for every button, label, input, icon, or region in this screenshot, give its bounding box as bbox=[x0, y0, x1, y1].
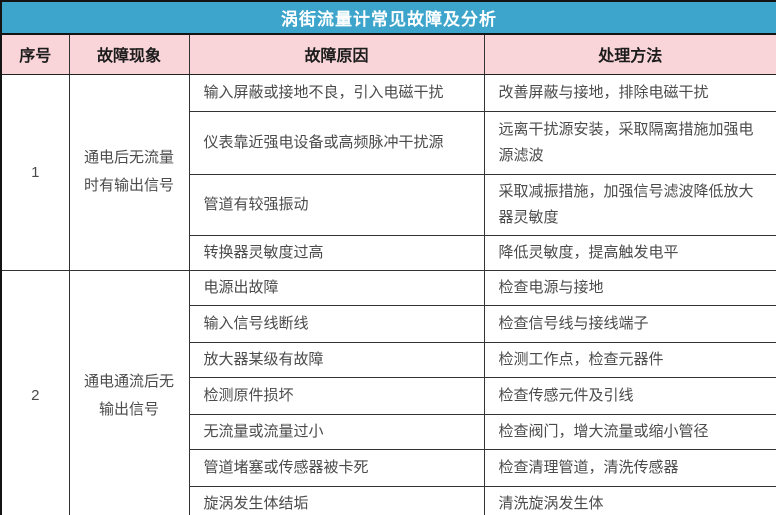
fault-phenomenon-cell: 通电通流后无输出信号 bbox=[68, 269, 190, 515]
header-row: 序号 故障现象 故障原因 处理方法 bbox=[0, 33, 776, 75]
fault-cause-cell: 仪表靠近强电设备或高频脉冲干扰源 bbox=[188, 110, 485, 175]
fault-method-cell: 检查电源与接地 bbox=[483, 269, 776, 306]
fault-method-cell: 检查清理管道，清洗传感器 bbox=[483, 448, 776, 487]
fault-method-cell: 远离干扰源安装，采取隔离措施加强电源滤波 bbox=[483, 110, 776, 175]
column-header-method: 处理方法 bbox=[483, 33, 776, 75]
table-row: 旋涡发生体结垢 清洗旋涡发生体 bbox=[1, 485, 776, 515]
fault-cause-cell: 电源出故障 bbox=[188, 269, 485, 306]
fault-method-cell: 检查阀门，增大流量或缩小管径 bbox=[483, 413, 776, 450]
table-row: 放大器某级有故障 检测工作点，检查元器件 bbox=[1, 341, 776, 378]
fault-method-cell: 检测工作点，检查元器件 bbox=[483, 341, 776, 378]
fault-method-cell: 清洗旋涡发生体 bbox=[483, 485, 776, 515]
fault-cause-cell: 检测原件损坏 bbox=[188, 376, 485, 415]
fault-cause-cell: 管道堵塞或传感器被卡死 bbox=[188, 448, 485, 487]
fault-method-cell: 检查传感元件及引线 bbox=[483, 376, 776, 415]
table-row: 管道有较强振动 采取减振措施，加强信号滤波降低放大器灵敏度 bbox=[1, 173, 776, 236]
fault-method-cell: 降低灵敏度，提高触发电平 bbox=[483, 234, 776, 271]
table-row: 无流量或流量过小 检查阀门，增大流量或缩小管径 bbox=[1, 413, 776, 450]
row-number-cell: 1 bbox=[0, 73, 70, 271]
fault-cause-cell: 转换器灵敏度过高 bbox=[188, 234, 485, 271]
fault-cause-cell: 旋涡发生体结垢 bbox=[188, 485, 485, 515]
table-row: 管道堵塞或传感器被卡死 检查清理管道，清洗传感器 bbox=[1, 448, 776, 487]
fault-cause-cell: 无流量或流量过小 bbox=[188, 413, 485, 450]
fault-method-cell: 采取减振措施，加强信号滤波降低放大器灵敏度 bbox=[483, 173, 776, 236]
column-header-index: 序号 bbox=[0, 33, 70, 75]
fault-cause-cell: 管道有较强振动 bbox=[188, 173, 485, 236]
table-row: 转换器灵敏度过高 降低灵敏度，提高触发电平 bbox=[1, 234, 776, 271]
fault-cause-cell: 输入屏蔽或接地不良，引入电磁干扰 bbox=[188, 73, 485, 112]
table-row: 1 通电后无流量时有输出信号 输入屏蔽或接地不良，引入电磁干扰 改善屏蔽与接地，… bbox=[0, 73, 776, 271]
fault-phenomenon-cell: 通电后无流量时有输出信号 bbox=[68, 73, 190, 271]
column-header-phenomenon: 故障现象 bbox=[68, 33, 190, 75]
fault-cause-cell: 输入信号线断线 bbox=[188, 304, 485, 343]
row-number-cell: 2 bbox=[0, 269, 70, 515]
table-row: 2 通电通流后无输出信号 电源出故障 检查电源与接地 bbox=[0, 269, 776, 515]
table-row: 检测原件损坏 检查传感元件及引线 bbox=[1, 376, 776, 415]
title-row: 涡街流量计常见故障及分析 bbox=[0, 0, 776, 35]
column-header-cause: 故障原因 bbox=[188, 33, 485, 75]
fault-cause-cell: 放大器某级有故障 bbox=[188, 341, 485, 378]
fault-method-cell: 改善屏蔽与接地，排除电磁干扰 bbox=[483, 73, 776, 112]
table-title: 涡街流量计常见故障及分析 bbox=[0, 0, 776, 35]
fault-method-cell: 检查信号线与接线端子 bbox=[483, 304, 776, 343]
